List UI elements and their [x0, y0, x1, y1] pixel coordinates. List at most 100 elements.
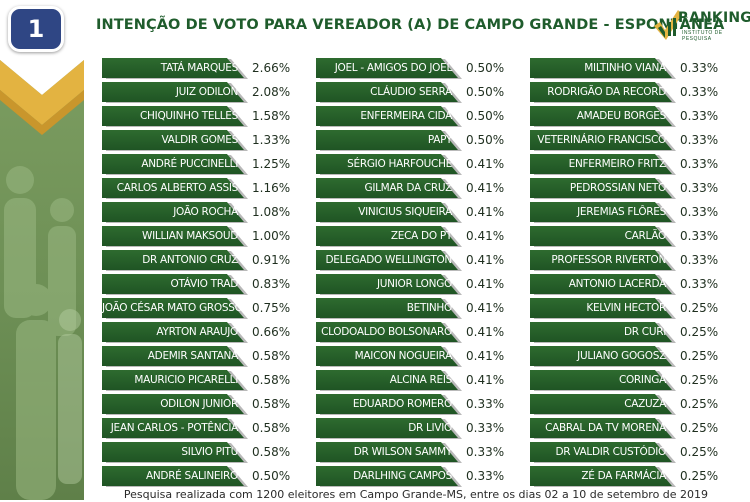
- candidate-name: JOÃO CÉSAR MATO GROSSO: [102, 302, 243, 314]
- bar-row: ZECA DO PT 0.41%: [316, 224, 521, 248]
- candidate-name: JULIANO GOGOSZ: [577, 350, 666, 362]
- vote-percentage: 0.33%: [680, 181, 719, 195]
- candidate-name: PROFESSOR RIVERTON: [551, 254, 666, 266]
- bar-row: RODRIGÃO DA RECORD 0.33%: [530, 80, 735, 104]
- candidate-name: SÉRGIO HARFOUCHE: [347, 158, 452, 170]
- bar: [316, 106, 458, 126]
- bar: [102, 82, 244, 102]
- vote-percentage: 0.41%: [466, 181, 505, 195]
- bar-row: MAICON NOGUEIRA 0.41%: [316, 344, 521, 368]
- candidate-name: CHIQUINHO TELLES: [140, 110, 238, 122]
- candidate-name: EDUARDO ROMERO: [352, 398, 452, 410]
- bar-row: DELEGADO WELLINGTON 0.41%: [316, 248, 521, 272]
- bar-row: JEREMIAS FLÔRES 0.33%: [530, 200, 735, 224]
- vote-percentage: 1.16%: [252, 181, 291, 195]
- bar-row: ANTONIO LACERDA 0.33%: [530, 272, 735, 296]
- bar-row: ENFERMEIRA CIDA 0.50%: [316, 104, 521, 128]
- vote-percentage: 0.50%: [466, 109, 505, 123]
- bar: [530, 154, 672, 174]
- candidate-name: JUNIOR LONGO: [376, 278, 452, 290]
- vote-percentage: 0.33%: [680, 109, 719, 123]
- vote-percentage: 0.33%: [680, 277, 719, 291]
- candidate-name: ANTONIO LACERDA: [568, 278, 667, 290]
- bar: [530, 370, 672, 390]
- bar: [530, 274, 672, 294]
- candidate-name: AMADEU BORGES: [576, 110, 667, 122]
- bar: [102, 322, 244, 342]
- bar-row: ANDRÉ PUCCINELLI 1.25%: [102, 152, 307, 176]
- bar: [316, 274, 458, 294]
- vote-percentage: 0.33%: [466, 469, 505, 483]
- vote-percentage: 0.33%: [680, 85, 719, 99]
- bar-row: VETERINÁRIO FRANCISCO 0.33%: [530, 128, 735, 152]
- candidate-name: GILMAR DA CRUZ: [364, 182, 452, 194]
- bar: [530, 82, 672, 102]
- chart-column-1: TATÁ MARQUES 2.66% JUIZ ODILON 2.08% CHIQUIN…: [102, 56, 307, 488]
- vote-percentage: 0.50%: [466, 133, 505, 147]
- candidate-name: DARLHING CAMPOS: [353, 470, 452, 482]
- vote-percentage: 0.91%: [252, 253, 291, 267]
- bar: [316, 466, 458, 486]
- candidate-name: JEAN CARLOS - POTÊNCIA: [110, 422, 239, 434]
- vote-percentage: 1.25%: [252, 157, 291, 171]
- bar-row: CARLÃO 0.33%: [530, 224, 735, 248]
- bar: [530, 322, 672, 342]
- candidate-name: MILTINHO VIANA: [584, 62, 666, 74]
- bar: [102, 130, 244, 150]
- bar: [316, 370, 458, 390]
- chart-column-2: JOEL - AMIGOS DO JOEL 0.50% CLÁUDIO SERRA 0…: [316, 56, 521, 488]
- bar-row: PEDROSSIAN NETO 0.33%: [530, 176, 735, 200]
- vote-percentage: 0.41%: [466, 277, 505, 291]
- vote-percentage: 0.41%: [466, 301, 505, 315]
- candidate-name: BETINHO: [406, 302, 453, 314]
- candidate-name: ENFERMEIRA CIDA: [360, 110, 452, 122]
- bar-row: AMADEU BORGES 0.33%: [530, 104, 735, 128]
- vote-percentage: 0.33%: [680, 157, 719, 171]
- bar-row: VINICIUS SIQUEIRA 0.41%: [316, 200, 521, 224]
- vote-percentage: 1.00%: [252, 229, 291, 243]
- vote-percentage: 0.83%: [252, 277, 291, 291]
- candidate-name: RODRIGÃO DA RECORD: [547, 86, 666, 98]
- candidate-name: DR ANTONIO CRUZ: [142, 254, 238, 266]
- bar-row: CLÁUDIO SERRA 0.50%: [316, 80, 521, 104]
- bar-row: DR CURI 0.25%: [530, 320, 735, 344]
- bar: [102, 298, 244, 318]
- bar: [316, 442, 458, 462]
- candidate-name: ANDRÉ PUCCINELLI: [141, 158, 238, 170]
- vote-percentage: 0.33%: [466, 445, 505, 459]
- bar: [102, 154, 244, 174]
- candidate-name: JEREMIAS FLÔRES: [577, 206, 666, 218]
- bar: [102, 370, 244, 390]
- bar: [530, 298, 672, 318]
- bar: [530, 58, 672, 78]
- bar-row: BETINHO 0.41%: [316, 296, 521, 320]
- bar-row: TATÁ MARQUES 2.66%: [102, 56, 307, 80]
- candidate-name: OTÁVIO TRAD: [170, 278, 238, 290]
- bar: [530, 106, 672, 126]
- bar-row: PAPY 0.50%: [316, 128, 521, 152]
- bar: [102, 274, 244, 294]
- bar: [102, 226, 244, 246]
- candidate-name: CLÁUDIO SERRA: [370, 86, 452, 98]
- bar-row: SÉRGIO HARFOUCHE 0.41%: [316, 152, 521, 176]
- bar: [316, 226, 458, 246]
- bar-row: CABRAL DA TV MORENA 0.25%: [530, 416, 735, 440]
- candidate-name: ENFERMEIRO FRITZ: [568, 158, 667, 170]
- section-number-badge: 1: [8, 6, 64, 52]
- vote-percentage: 0.33%: [680, 61, 719, 75]
- check-mark-icon: [654, 10, 682, 40]
- candidate-name: ANDRÉ SALINEIRO: [145, 470, 238, 482]
- candidate-name: ZECA DO PT: [390, 230, 452, 242]
- vote-percentage: 0.25%: [680, 421, 719, 435]
- bar-row: GILMAR DA CRUZ 0.41%: [316, 176, 521, 200]
- bar-row: CARLOS ALBERTO ASSIS 1.16%: [102, 176, 307, 200]
- vote-percentage: 0.33%: [466, 397, 505, 411]
- bar: [102, 442, 244, 462]
- bar-row: ZÉ DA FARMÁCIA 0.25%: [530, 464, 735, 488]
- crowd-silhouette-icon: [4, 166, 82, 500]
- candidate-name: DR VALDIR CUSTÓDIO: [555, 446, 667, 458]
- bar-row: MAURICIO PICARELLI 0.58%: [102, 368, 307, 392]
- vote-percentage: 0.41%: [466, 349, 505, 363]
- candidate-name: JOÃO ROCHA: [173, 206, 238, 218]
- vote-percentage: 0.50%: [252, 469, 291, 483]
